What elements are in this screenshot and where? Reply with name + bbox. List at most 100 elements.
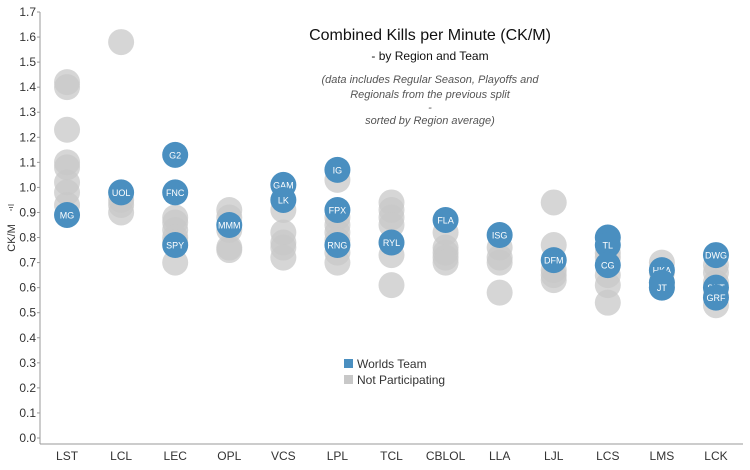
worlds-team-dot[interactable]: G2 [162,141,189,168]
dot-circle [594,289,621,316]
not-participating-dot[interactable] [216,237,243,264]
worlds-team-dot[interactable]: FLA [432,206,459,233]
worlds-team-dot[interactable]: ISG [486,222,513,249]
worlds-team-dot[interactable]: MG [54,201,81,228]
x-tick-label-tcl: TCL [380,449,403,463]
y-tick-label: 0.9 [19,205,36,219]
chart-note-line-3: - [428,102,432,114]
not-participating-dot[interactable] [270,244,297,271]
team-label-fpx: FPX [329,205,347,215]
dot-circle [486,279,513,306]
x-tick-label-vcs: VCS [271,449,296,463]
dot-circle [378,229,405,256]
dot-circle [108,199,135,226]
x-tick-label-lst: LST [56,449,79,463]
worlds-team-dot[interactable]: IG [324,156,351,183]
x-tick-label-lck: LCK [704,449,727,463]
worlds-team-dot[interactable]: MMM [216,212,243,238]
dot-circle [540,267,567,294]
worlds-team-dot[interactable]: FPX [324,196,351,223]
chart-note-line-2: Regionals from the previous split [350,89,511,101]
y-tick-labels: 0.0 0.1 0.2 0.3 0.4 0.5 0.6 0.7 0.8 0.9 1.0 1.1 1.2 1… [19,5,40,445]
dot-circle [162,141,189,168]
y-tick-label: 0.2 [19,381,36,395]
not-participating-dot[interactable] [594,289,621,316]
y-tick-label: 0.0 [19,431,36,445]
dot-circle [378,272,405,299]
y-tick-label: 1.3 [19,105,36,119]
x-tick-label-opl: OPL [217,449,241,463]
worlds-team-dot[interactable]: TL [594,232,621,259]
chart-title: Combined Kills per Minute (CK/M) [309,27,551,44]
worlds-team-dot[interactable]: RYL [378,229,405,256]
worlds-team-dot[interactable]: FNC [162,179,189,206]
team-label-grf: GRF [706,293,726,303]
worlds-team-dot[interactable]: RNG [324,232,351,259]
team-label-isg: ISG [492,231,508,241]
worlds-team-dot[interactable]: GRF [702,284,729,311]
y-axis-label-filter-icon [8,204,14,211]
team-label-dwg: DWG [705,251,727,261]
axes [39,12,743,445]
dot-circle [324,232,351,259]
dot-circle [216,237,243,264]
team-label-mg: MG [60,210,75,220]
x-tick-label-lms: LMS [650,449,675,463]
dot-circle [270,186,297,213]
dot-circle [486,222,513,249]
worlds-team-dot[interactable]: JT [648,274,675,301]
legend-swatch-not-participating [344,375,353,384]
team-label-uol: UOL [112,188,131,198]
not-participating-dot[interactable] [486,279,513,306]
y-tick-label: 0.1 [19,406,36,420]
dot-circle [324,156,351,183]
dot-circle [432,249,459,276]
y-tick-label: 0.5 [19,306,36,320]
chart-subtitle: - by Region and Team [371,49,488,63]
y-tick-label: 0.8 [19,231,36,245]
worlds-team-dot[interactable]: DFM [540,247,567,274]
not-participating-dot[interactable] [378,272,405,299]
x-tick-label-lcl: LCL [110,449,132,463]
not-participating-dot[interactable] [540,189,567,216]
not-participating-dot[interactable] [432,249,459,276]
worlds-team-dot[interactable]: SPY [162,232,189,259]
not-participating-dot[interactable] [54,74,81,101]
dot-circle [324,196,351,223]
not-participating-dot[interactable] [108,199,135,226]
dot-circle [216,212,243,238]
dot-circle [594,252,621,279]
dot-circle [270,244,297,271]
not-participating-dot[interactable] [108,29,135,56]
y-tick-label: 0.4 [19,331,36,345]
worlds-team-dot[interactable]: LK [270,186,297,213]
worlds-team-dots: MG UOL G2 FNC SPY MMM GAM LK IG FPX RNG RYL FLA ISG DF… [54,141,729,311]
x-tick-label-lec: LEC [164,449,188,463]
chart-note-line-4: sorted by Region average) [365,115,495,127]
not-participating-dot[interactable] [486,249,513,276]
legend: Worlds Team Not Participating [344,357,445,387]
dot-circle [594,232,621,259]
not-participating-dot[interactable] [540,267,567,294]
dot-circle [54,201,81,228]
team-label-dfm: DFM [544,256,564,266]
worlds-team-dot[interactable]: DWG [702,242,729,269]
dot-circle [702,242,729,269]
dot-circle [540,247,567,274]
worlds-team-dot[interactable]: UOL [108,179,135,206]
y-tick-label: 0.3 [19,356,36,370]
worlds-team-dot[interactable]: CG [594,252,621,279]
team-label-lk: LK [278,195,289,205]
x-tick-label-lcs: LCS [596,449,619,463]
dot-circle [108,179,135,206]
team-label-ig: IG [333,165,343,175]
not-participating-dot[interactable] [54,116,81,143]
legend-swatch-worlds [344,359,353,368]
team-label-cg: CG [601,261,615,271]
team-label-g2: G2 [169,150,181,160]
team-label-fla: FLA [437,215,454,225]
team-label-gam: GAM [273,180,294,190]
x-tick-label-cblol: CBLOL [426,449,466,463]
y-tick-label: 1.2 [19,130,36,144]
x-tick-label-lpl: LPL [327,449,349,463]
